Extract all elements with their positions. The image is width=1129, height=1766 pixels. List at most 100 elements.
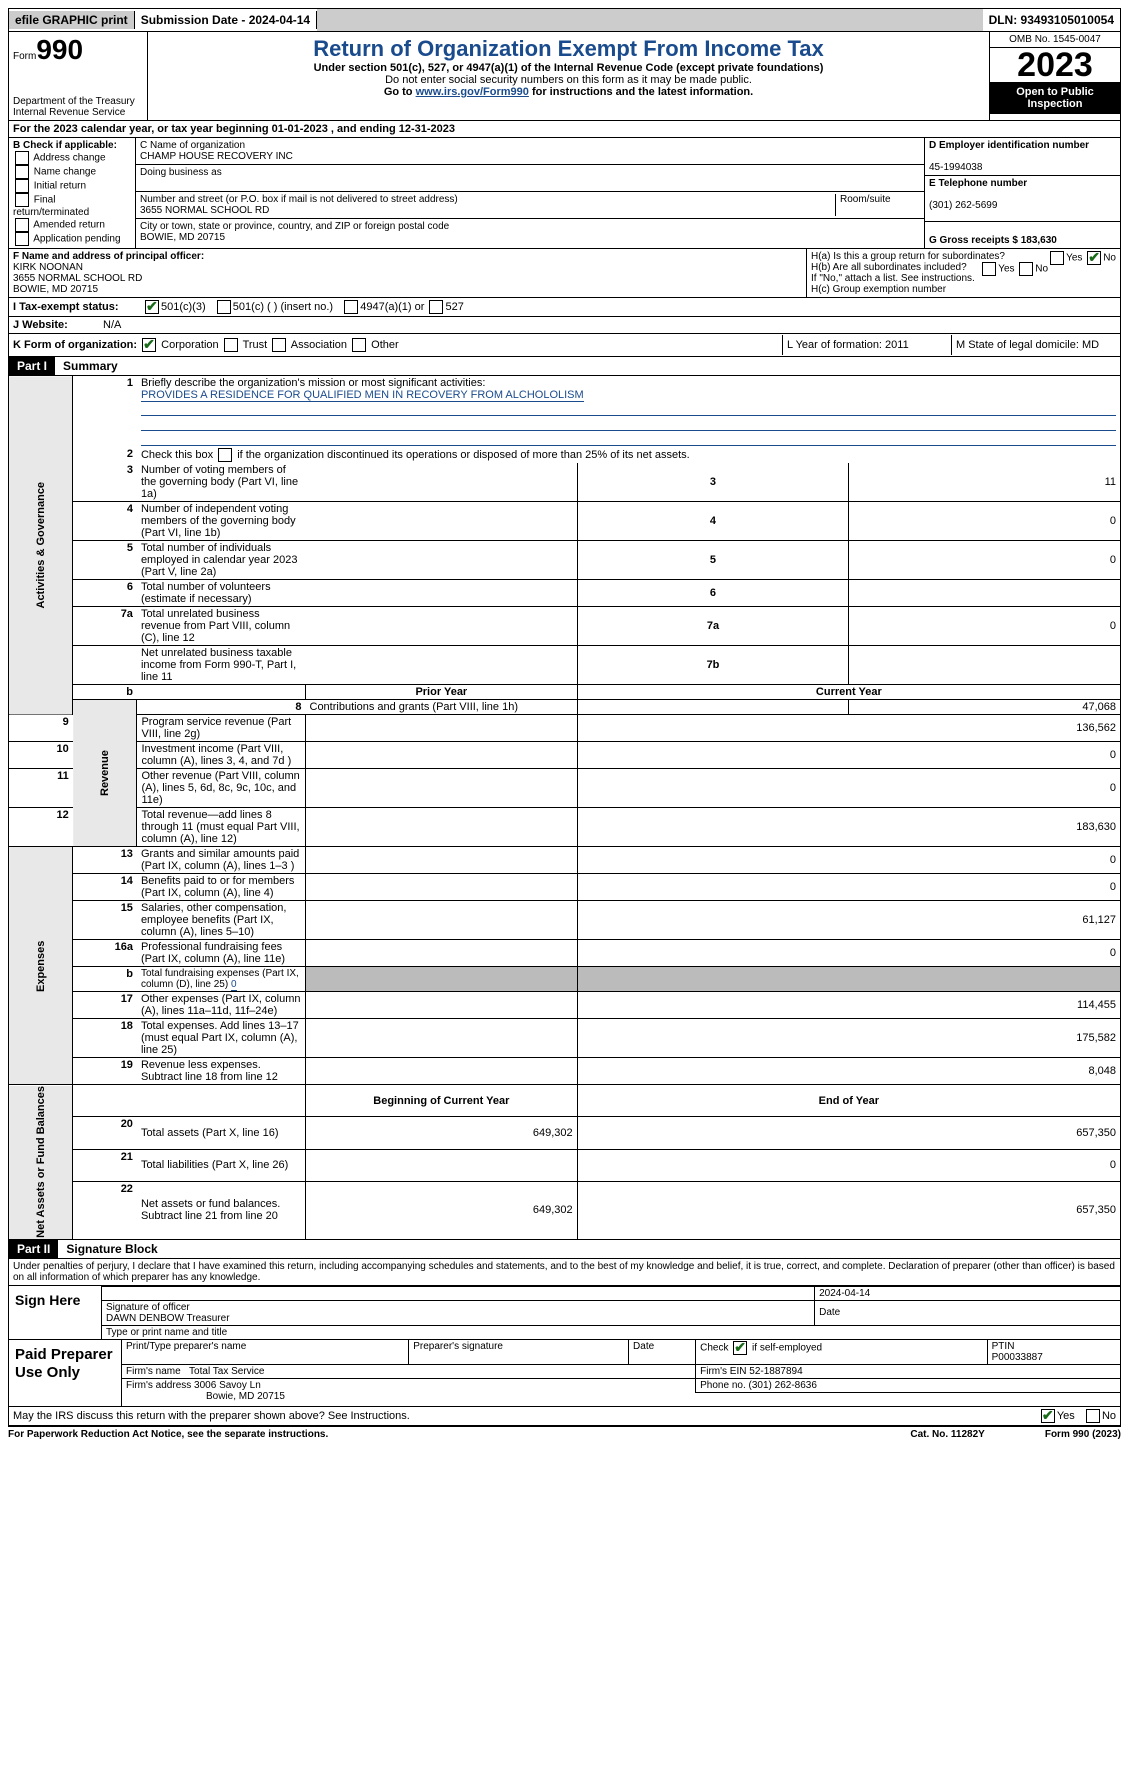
city-state-zip: BOWIE, MD 20715 xyxy=(140,232,225,243)
t6: Total number of volunteers (estimate if … xyxy=(137,580,306,607)
i-lbl: I Tax-exempt status: xyxy=(13,301,143,313)
dln: DLN: 93493105010054 xyxy=(983,11,1120,29)
t4: Number of independent voting members of … xyxy=(137,502,306,541)
firm-addr1: 3006 Savoy Ln xyxy=(194,1380,261,1391)
sign-here-label: Sign Here xyxy=(9,1286,102,1339)
subtitle-3: Go to www.irs.gov/Form990 for instructio… xyxy=(152,86,985,98)
ha-lbl: H(a) Is this a group return for subordin… xyxy=(811,251,1005,262)
lbl-501c3: 501(c)(3) xyxy=(161,301,206,313)
rp8 xyxy=(577,700,849,715)
hdr-bcy: Beginning of Current Year xyxy=(306,1085,578,1117)
cb-final[interactable] xyxy=(15,193,29,207)
nc22: 657,350 xyxy=(577,1181,1120,1239)
part1-badge: Part I xyxy=(9,357,55,375)
cb-hb-no[interactable] xyxy=(1019,262,1033,276)
cb-discuss-no[interactable] xyxy=(1086,1409,1100,1423)
b7a: 7a xyxy=(577,607,849,646)
top-bar: efile GRAPHIC print Submission Date - 20… xyxy=(8,8,1121,32)
cb-ha-yes[interactable] xyxy=(1050,251,1064,265)
ec17: 114,455 xyxy=(577,992,1120,1019)
v5: 0 xyxy=(849,541,1121,580)
rc8: 47,068 xyxy=(849,700,1121,715)
perjury-statement: Under penalties of perjury, I declare th… xyxy=(8,1259,1121,1286)
ein-lbl: D Employer identification number xyxy=(929,140,1089,151)
rt8: Contributions and grants (Part VIII, lin… xyxy=(306,700,578,715)
nn21: 21 xyxy=(73,1149,137,1181)
yes-2: Yes xyxy=(998,264,1014,275)
cb-initial[interactable] xyxy=(15,179,29,193)
rc12: 183,630 xyxy=(577,808,1120,847)
np20: 649,302 xyxy=(306,1117,578,1149)
ec16a: 0 xyxy=(577,940,1120,967)
cb-pending[interactable] xyxy=(15,232,29,246)
en15: 15 xyxy=(73,901,137,940)
v3: 11 xyxy=(849,463,1121,502)
row-j: J Website: N/A xyxy=(8,317,1121,334)
footer-left: For Paperwork Reduction Act Notice, see … xyxy=(8,1429,328,1440)
en16a: 16a xyxy=(73,940,137,967)
n7a: 7a xyxy=(73,607,137,646)
lbl-pending: Application pending xyxy=(33,234,120,245)
cb-discuss-yes[interactable] xyxy=(1041,1409,1055,1423)
rc9: 136,562 xyxy=(577,715,1120,742)
open-inspection: Open to Public Inspection xyxy=(990,82,1120,114)
firm-ein: 52-1887894 xyxy=(749,1366,802,1377)
firm-ph-lbl: Phone no. xyxy=(700,1380,746,1391)
cb-assoc[interactable] xyxy=(272,338,286,352)
date-lbl: Date xyxy=(815,1300,1120,1325)
vlabel-governance: Activities & Governance xyxy=(9,376,73,715)
officer-name: KIRK NOONAN xyxy=(13,262,83,273)
tax-year: 2023 xyxy=(990,48,1120,82)
cb-discontinued[interactable] xyxy=(218,448,232,462)
col-b: B Check if applicable: Address change Na… xyxy=(9,138,136,248)
rt12: Total revenue—add lines 8 through 11 (mu… xyxy=(137,808,306,847)
col-c: C Name of organizationCHAMP HOUSE RECOVE… xyxy=(136,138,924,248)
lbl-amended: Amended return xyxy=(33,220,105,231)
cb-ha-no[interactable] xyxy=(1087,251,1101,265)
rn10: 10 xyxy=(9,742,73,769)
et18: Total expenses. Add lines 13–17 (must eq… xyxy=(137,1019,306,1058)
cb-self-employed[interactable] xyxy=(733,1341,747,1355)
cb-amended[interactable] xyxy=(15,218,29,232)
nc21: 0 xyxy=(577,1149,1120,1181)
cb-527[interactable] xyxy=(429,300,443,314)
et16b: Total fundraising expenses (Part IX, col… xyxy=(137,967,306,992)
yes-1: Yes xyxy=(1066,253,1082,264)
hb2-lbl: If "No," attach a list. See instructions… xyxy=(811,273,1116,284)
signer-name: DAWN DENBOW Treasurer xyxy=(106,1313,230,1324)
no-2: No xyxy=(1035,264,1048,275)
ptin-val: P00033887 xyxy=(992,1352,1043,1363)
phone-value: (301) 262-5699 xyxy=(929,200,997,211)
footer: For Paperwork Reduction Act Notice, see … xyxy=(8,1426,1121,1440)
et15: Salaries, other compensation, employee b… xyxy=(137,901,306,940)
cb-501c[interactable] xyxy=(217,300,231,314)
l-year: L Year of formation: 2011 xyxy=(782,335,951,355)
cb-501c3[interactable] xyxy=(145,300,159,314)
mission-q: Briefly describe the organization's miss… xyxy=(141,377,485,389)
cb-name-change[interactable] xyxy=(15,165,29,179)
j-lbl: J Website: xyxy=(13,319,103,331)
instructions-link[interactable]: www.irs.gov/Form990 xyxy=(416,86,529,98)
dba-lbl: Doing business as xyxy=(140,167,222,178)
cb-other[interactable] xyxy=(352,338,366,352)
ec14: 0 xyxy=(577,874,1120,901)
ec16b xyxy=(577,967,1120,992)
nt22: Net assets or fund balances. Subtract li… xyxy=(137,1181,306,1239)
cb-address-change[interactable] xyxy=(15,151,29,165)
summary-table: Activities & Governance 1 Briefly descri… xyxy=(8,376,1121,1240)
en17: 17 xyxy=(73,992,137,1019)
row-klm: K Form of organization: Corporation Trus… xyxy=(8,334,1121,357)
efile-button[interactable]: efile GRAPHIC print xyxy=(9,11,135,29)
firm-addr2: Bowie, MD 20715 xyxy=(126,1391,285,1402)
cb-trust[interactable] xyxy=(224,338,238,352)
et14: Benefits paid to or for members (Part IX… xyxy=(137,874,306,901)
footer-mid: Cat. No. 11282Y xyxy=(910,1429,984,1440)
hdr-cy: Current Year xyxy=(577,685,1120,700)
b6: 6 xyxy=(577,580,849,607)
ein-value: 45-1994038 xyxy=(929,162,982,173)
et13: Grants and similar amounts paid (Part IX… xyxy=(137,847,306,874)
cb-corp[interactable] xyxy=(142,338,156,352)
gross-receipts: G Gross receipts $ 183,630 xyxy=(929,235,1057,246)
cb-hb-yes[interactable] xyxy=(982,262,996,276)
cb-4947[interactable] xyxy=(344,300,358,314)
